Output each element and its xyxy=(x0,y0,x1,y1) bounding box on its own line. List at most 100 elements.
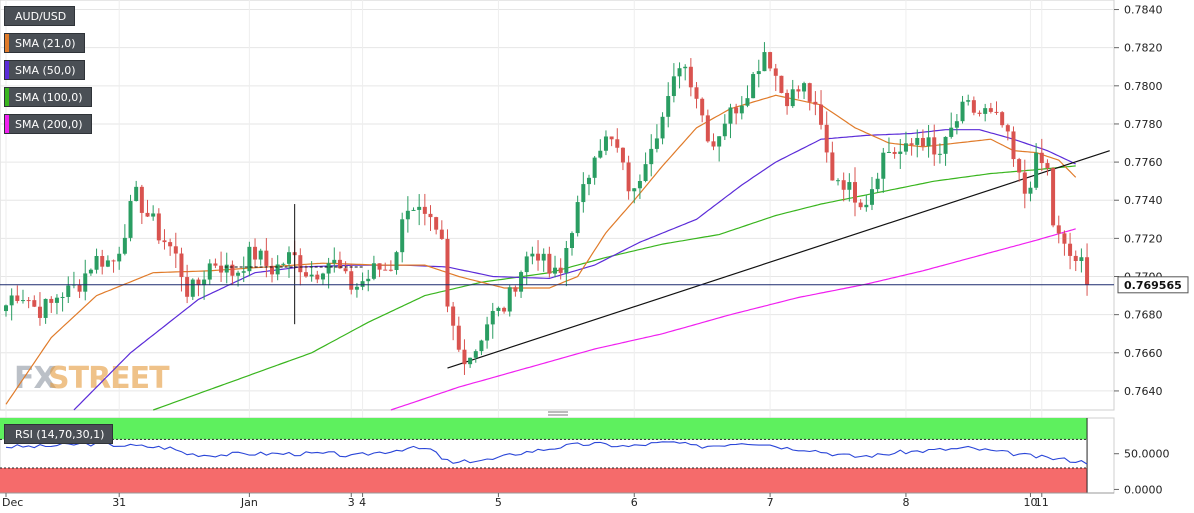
candle xyxy=(473,349,478,363)
candle xyxy=(705,109,710,143)
y-tick-label: 0.7740 xyxy=(1124,194,1163,207)
candle xyxy=(966,94,971,106)
panel-splitter[interactable] xyxy=(548,411,568,416)
candle xyxy=(32,295,37,308)
x-tick-label: 4 xyxy=(359,496,366,509)
candle xyxy=(224,252,229,284)
candle xyxy=(575,195,580,237)
candle xyxy=(819,90,824,130)
legend-label: AUD/USD xyxy=(15,9,67,23)
candle xyxy=(643,152,648,183)
candle xyxy=(586,174,591,196)
candle xyxy=(807,82,812,111)
candle xyxy=(875,172,880,193)
candle xyxy=(660,112,665,145)
candle xyxy=(485,316,490,349)
candle xyxy=(105,255,110,268)
candle xyxy=(1085,243,1090,296)
y-tick-label: 0.7840 xyxy=(1124,4,1163,17)
x-tick-label: 5 xyxy=(495,496,502,509)
candle xyxy=(9,288,14,321)
candle xyxy=(383,262,388,271)
candle xyxy=(354,283,359,298)
candle xyxy=(677,62,682,89)
candle xyxy=(1051,167,1056,228)
rsi-bands xyxy=(0,417,1115,494)
candle xyxy=(275,255,280,281)
candle xyxy=(813,91,818,116)
candle xyxy=(869,176,874,211)
y-tick-label: 0.7720 xyxy=(1124,232,1163,245)
candle xyxy=(4,304,8,317)
rsi-line-path xyxy=(5,441,1088,465)
candle xyxy=(366,269,371,292)
candle xyxy=(943,136,948,166)
y-tick-label: 0.7660 xyxy=(1124,347,1163,360)
candle xyxy=(570,231,574,256)
candle xyxy=(134,180,139,202)
rsi-axis: 0.0000 50.0000 xyxy=(1114,448,1170,496)
candle xyxy=(513,285,518,297)
candle xyxy=(553,255,558,278)
trendline xyxy=(447,150,1110,369)
candle xyxy=(490,302,495,339)
candle xyxy=(377,263,382,278)
legend-sma21[interactable]: SMA (21,0) xyxy=(4,33,85,53)
candle xyxy=(1034,143,1039,190)
candle xyxy=(841,172,846,202)
legend-audusd[interactable]: AUD/USD xyxy=(4,6,76,26)
candle xyxy=(666,82,671,128)
candle xyxy=(1039,138,1044,172)
candle xyxy=(1056,215,1061,244)
candle xyxy=(1079,248,1084,273)
candle xyxy=(417,194,422,226)
candle xyxy=(637,174,642,199)
candle xyxy=(507,285,512,317)
candle xyxy=(462,339,467,375)
candle xyxy=(1017,157,1022,182)
x-tick-label: Dec xyxy=(2,496,23,509)
x-tick-label: 11 xyxy=(1035,496,1049,509)
watermark-fx: FX xyxy=(14,361,56,396)
candle xyxy=(405,196,410,233)
candle xyxy=(388,260,393,272)
legend-swatch xyxy=(5,61,9,79)
candle xyxy=(632,188,637,204)
x-tick-label: 8 xyxy=(902,496,909,509)
legend-sma50[interactable]: SMA (50,0) xyxy=(4,60,85,80)
legend-sma200[interactable]: SMA (200,0) xyxy=(4,114,92,134)
candle xyxy=(196,277,201,297)
x-tick-label: 31 xyxy=(112,496,126,509)
candle xyxy=(785,89,790,115)
y-tick-label: 0.7760 xyxy=(1124,156,1163,169)
legend-sma100[interactable]: SMA (100,0) xyxy=(4,87,92,107)
candle xyxy=(207,259,212,285)
candle xyxy=(332,247,337,273)
legend-rsi[interactable]: RSI (14,70,30,1) xyxy=(4,424,114,444)
candle xyxy=(428,205,433,232)
candle xyxy=(802,81,807,100)
candle xyxy=(1022,159,1027,209)
legend-label: SMA (50,0) xyxy=(15,63,76,77)
candle xyxy=(468,357,473,368)
candle xyxy=(100,249,105,275)
legend-swatch xyxy=(5,88,9,106)
candle xyxy=(15,285,20,304)
candle xyxy=(824,111,829,163)
rsi-tick-label: 0.0000 xyxy=(1124,483,1163,496)
candle xyxy=(598,139,603,159)
candle xyxy=(779,75,784,94)
candle xyxy=(864,194,869,212)
candle xyxy=(394,250,399,275)
candle xyxy=(519,270,524,298)
candle xyxy=(881,147,886,193)
candle xyxy=(988,102,993,114)
candle xyxy=(411,207,416,211)
candle xyxy=(926,124,931,158)
candle xyxy=(581,172,586,213)
rsi-tick-label: 50.0000 xyxy=(1124,448,1170,461)
y-tick-label: 0.7820 xyxy=(1124,42,1163,55)
crosshair xyxy=(224,204,365,325)
candle xyxy=(920,129,925,151)
candle xyxy=(94,248,99,274)
